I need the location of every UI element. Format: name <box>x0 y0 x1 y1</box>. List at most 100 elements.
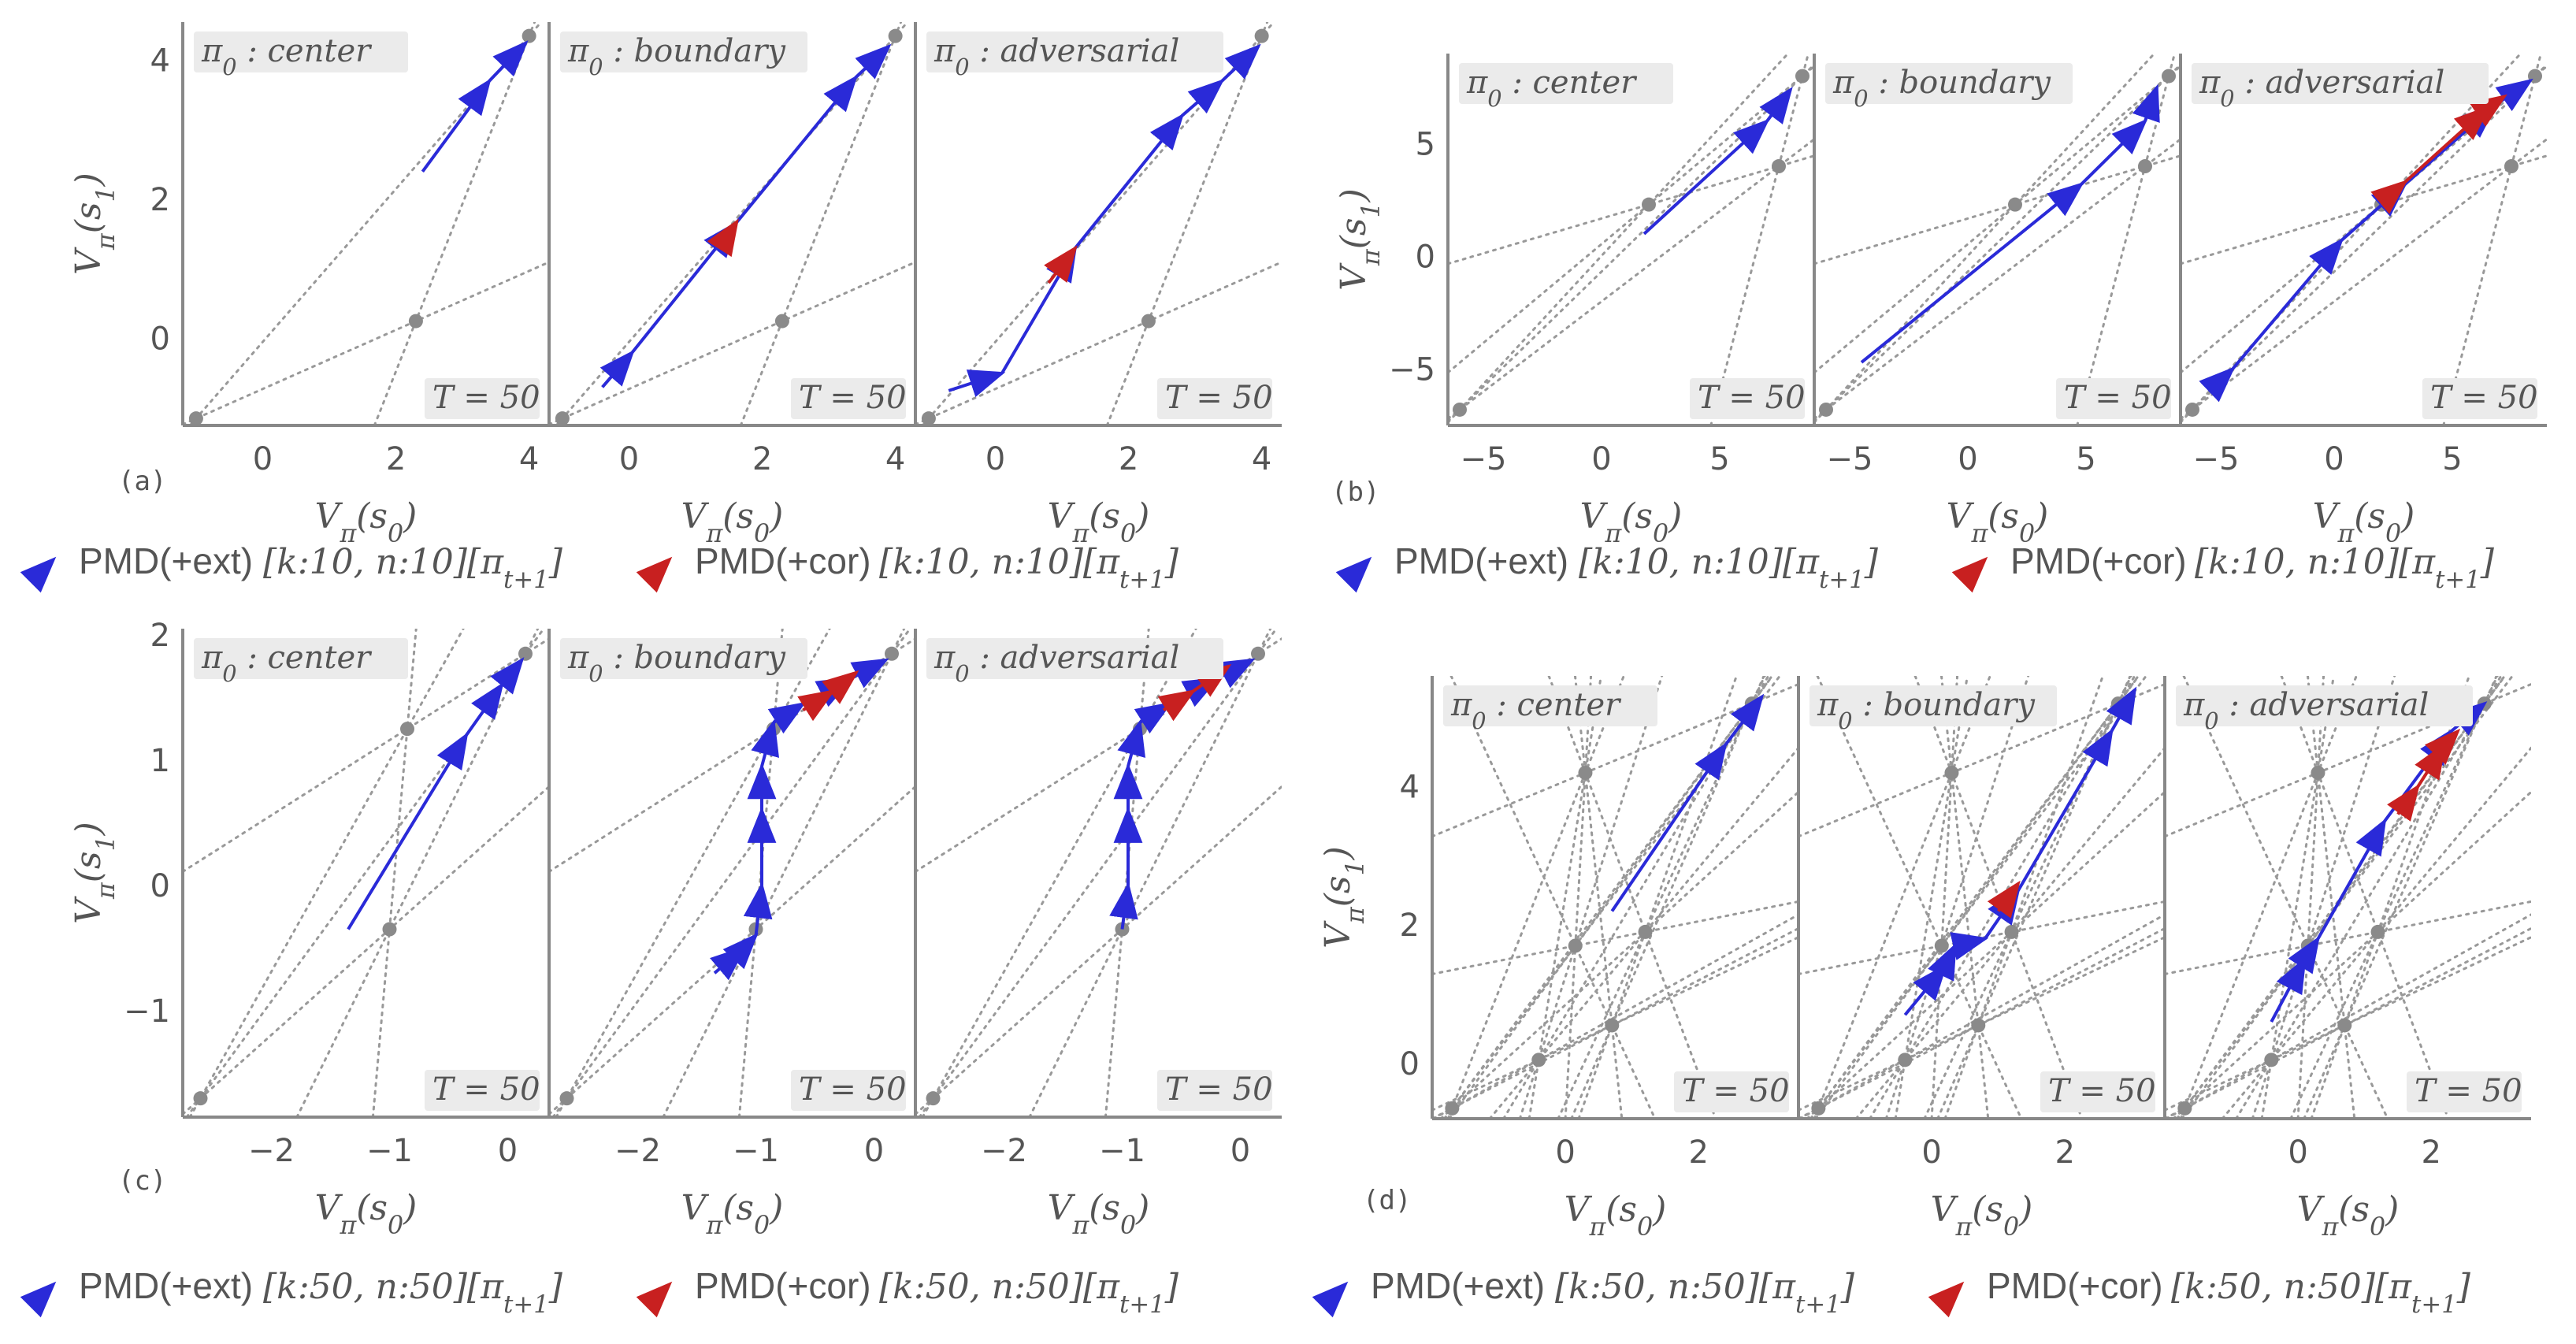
boundary-line-d-2-0-5 <box>2172 790 2531 1119</box>
vertex-point-c-2-0 <box>926 1091 941 1106</box>
boundary-line-d-2-4-5 <box>2310 676 2470 1119</box>
xtick-c-0-1: −1 <box>366 1133 413 1169</box>
vertex-point-d-0-4 <box>1605 1018 1620 1033</box>
subplot-title-a-1-text: π0 : boundary <box>567 33 786 80</box>
xlabel-c-0: Vπ(s0) <box>315 1188 418 1240</box>
xlabel-d-1: Vπ(s0) <box>1931 1190 2033 1242</box>
subplot-title-c-0-text: π0 : center <box>201 640 373 687</box>
vertex-point-c-0-0 <box>193 1091 208 1106</box>
t-label-c-2-bg <box>1157 1070 1272 1111</box>
subplot-title-d-2-text: π0 : adversarial <box>2183 687 2429 734</box>
t-label-a-0-text: T = 50 <box>432 380 540 416</box>
xtick-c-2-0: −2 <box>981 1133 1027 1169</box>
boundary-line-d-0-1-6 <box>1502 676 1770 1119</box>
legend-icon-c-1 <box>636 1281 673 1318</box>
vertex-point-d-1-5 <box>2004 924 2019 939</box>
vertex-point-a-0-0 <box>188 411 203 425</box>
boundary-line-b-1-1-3 <box>1814 65 2181 374</box>
boundary-line-a-0-0-2 <box>188 22 543 425</box>
boundary-line-d-1-5-6 <box>1923 676 2132 1119</box>
boundary-line-d-0-0-1 <box>1432 913 1798 1119</box>
xtick-b-2-0: −5 <box>2193 441 2240 477</box>
xtick-c-2-1: −1 <box>1099 1133 1145 1169</box>
vertex-point-d-1-3 <box>1944 765 1959 780</box>
boundary-line-d-1-1-6 <box>1869 676 2136 1119</box>
vertex-point-b-2-0 <box>2185 402 2199 417</box>
t-label-b-1-bg <box>2056 378 2171 419</box>
t-label-d-0: T = 50 <box>1674 1071 1790 1112</box>
boundary-line-b-2-2-3 <box>2442 54 2542 425</box>
ext-arrow-a-2-seg-4 <box>1220 43 1261 83</box>
t-label-b-2-text: T = 50 <box>2430 380 2538 416</box>
boundary-line-d-1-0-2 <box>1809 676 2147 1119</box>
legend-label-a-1: PMD(+cor) <box>695 540 871 581</box>
xtick-a-1-2: 4 <box>885 441 905 477</box>
plot-area-c-1 <box>549 629 915 1117</box>
cor-arrow-a-1-seg-0 <box>707 218 739 258</box>
boundary-line-c-0-2-3 <box>295 629 540 1117</box>
xtick-c-1-1: −1 <box>733 1133 779 1169</box>
ytick-a-0: 0 <box>150 321 170 358</box>
vertex-point-a-0-2 <box>522 28 536 43</box>
subplot-a-2: π0 : adversarial T = 50 0 2 4 Vπ(s0) <box>914 22 1282 548</box>
legend-d: PMD(+ext) [k:50, n:50][πt+1] PMD(+cor) [k:5… <box>1312 1265 2471 1319</box>
legend-icon-a-0 <box>20 556 57 593</box>
cor-arrow-b-2-seg-1 <box>2403 105 2491 184</box>
ext-arrow-d-2-seg-3 <box>2383 728 2454 822</box>
boundary-line-c-1-2-3 <box>662 629 906 1117</box>
xtick-a-2-0: 0 <box>985 441 1005 477</box>
t-label-d-1-text: T = 50 <box>2048 1073 2156 1109</box>
xtick-c-1-0: −2 <box>614 1133 661 1169</box>
t-label-d-2-bg <box>2407 1071 2522 1112</box>
boundary-line-b-2-1-2 <box>2181 154 2547 265</box>
subplot-title-b-2: π0 : adversarial <box>2192 63 2489 112</box>
xtick-a-2-1: 2 <box>1119 441 1138 477</box>
ytick-d-1: 2 <box>1400 908 1420 944</box>
vertex-point-b-0-0 <box>1453 402 1467 417</box>
t-label-b-1-text: T = 50 <box>2064 380 2172 416</box>
subplot-title-a-2: π0 : adversarial <box>926 32 1223 80</box>
boundary-line-a-2-1-2 <box>1105 22 1269 425</box>
boundary-line-d-1-1-3 <box>1894 676 1969 1119</box>
ext-arrow-b-0-seg-0 <box>1642 118 1770 236</box>
boundary-line-a-1-0-1 <box>549 261 915 425</box>
legend-math-d-1: [k:50, n:50][πt+1] <box>2171 1267 2471 1319</box>
legend-math-a-0: [k:10, n:10][πt+1] <box>263 542 563 594</box>
ytick-b-0: −5 <box>1389 351 1435 388</box>
vertex-point-a-1-1 <box>774 314 789 329</box>
xtick-b-0-0: −5 <box>1461 441 1507 477</box>
plot-area-d-1 <box>1798 676 2165 1119</box>
boundary-line-d-0-1-2 <box>1518 676 1664 1119</box>
vertex-point-c-0-2 <box>382 922 397 937</box>
boundary-line-a-2-0-1 <box>915 261 1282 425</box>
ext-arrow-a-1-seg-3 <box>854 43 892 80</box>
subplot-title-d-1: π0 : boundary <box>1810 685 2057 734</box>
subplot-title-a-1: π0 : boundary <box>560 32 807 80</box>
ext-arrow-a-2-seg-2 <box>1074 113 1185 250</box>
subplot-title-b-0-bg <box>1459 63 1673 104</box>
boundary-line-d-0-2-3 <box>1564 676 1593 1119</box>
subplot-b-0: π0 : center T = 50 −5 0 5 Vπ(s0) −5 0 5 <box>1389 54 1814 548</box>
subplot-title-b-0-text: π0 : center <box>1466 65 1638 112</box>
cor-arrow-b-2-seg-2 <box>2469 94 2507 127</box>
boundary-line-a-0-1-2 <box>373 22 536 425</box>
legend-a: PMD(+ext) [k:10, n:10][πt+1] PMD(+cor) [k:1… <box>20 540 1179 594</box>
legend-icon-b-0 <box>1335 556 1372 593</box>
subplot-b-2: π0 : adversarial T = 50 −5 0 5 Vπ(s0) <box>2179 54 2547 548</box>
t-label-c-1-text: T = 50 <box>799 1071 907 1108</box>
xlabel-b-1: Vπ(s0) <box>1947 496 2049 548</box>
legend-math-a-1: [k:10, n:10][πt+1] <box>879 542 1179 594</box>
boundary-line-b-0-0-1 <box>1448 54 1790 424</box>
legend-icon-d-0 <box>1312 1281 1349 1318</box>
panel-d: Vπ(s1) π0 : center T = 50 0 2 Vπ(s0) 0 2 4 π0 : b… <box>1318 676 2531 1242</box>
xtick-b-0-2: 5 <box>1709 441 1729 477</box>
ylabel-a: Vπ(s1) <box>69 173 121 275</box>
vertex-point-a-0-1 <box>408 314 423 329</box>
ylabel-b: Vπ(s1) <box>1334 188 1386 291</box>
vertex-point-a-2-0 <box>921 411 936 425</box>
boundary-line-d-0-1-3 <box>1527 676 1602 1119</box>
xtick-c-0-2: 0 <box>498 1133 518 1169</box>
xtick-d-2-1: 2 <box>2421 1134 2441 1171</box>
subplot-title-a-2-bg <box>926 32 1223 72</box>
vertex-point-d-1-4 <box>1971 1018 1986 1033</box>
